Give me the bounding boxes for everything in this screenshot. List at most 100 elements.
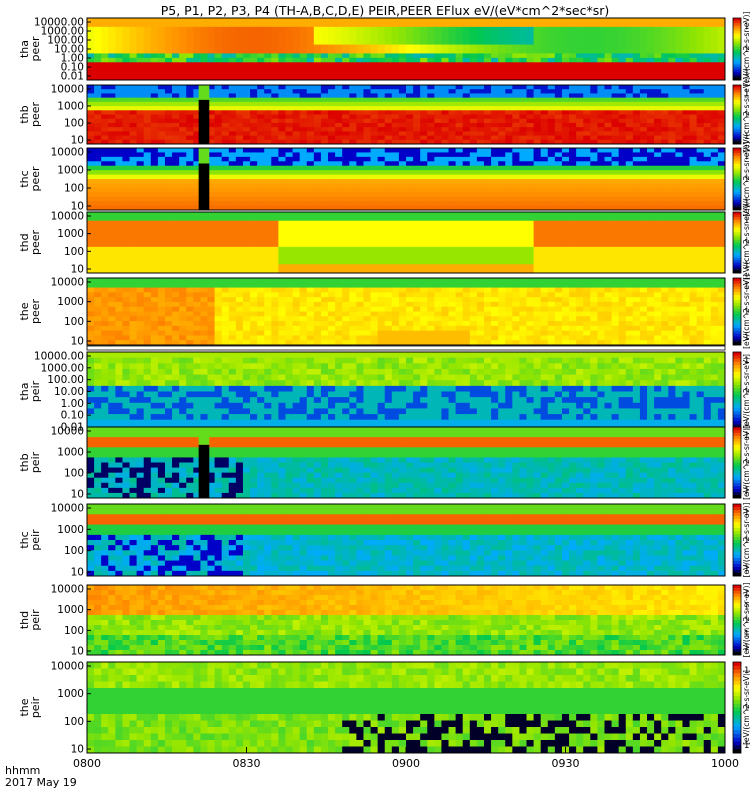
heatmap-cell [469, 251, 478, 256]
heatmap-cell [285, 49, 293, 54]
heatmap-cell [455, 44, 464, 50]
heatmap-cell [320, 122, 329, 128]
heatmap-cell [108, 97, 116, 103]
heatmap-cell [427, 44, 435, 50]
heatmap-cell [200, 255, 208, 261]
heatmap-cell [533, 152, 542, 158]
heatmap-cell [611, 131, 620, 136]
heatmap-cell [547, 251, 556, 256]
heatmap-cell [228, 192, 237, 198]
heatmap-cell [193, 233, 201, 239]
heatmap-cell [384, 97, 393, 103]
heatmap-cell [122, 97, 130, 103]
heatmap-cell [618, 174, 627, 180]
heatmap-cell [157, 225, 166, 230]
heatmap-cell [221, 187, 230, 193]
heatmap-cell [157, 165, 166, 171]
heatmap-cell [682, 192, 690, 198]
heatmap-cell [264, 139, 272, 145]
heatmap-cell [391, 148, 400, 153]
heatmap-cell [384, 26, 393, 32]
heatmap-cell [561, 53, 570, 59]
heatmap-cell [654, 62, 662, 68]
heatmap-cell [285, 196, 293, 202]
heatmap-cell [250, 122, 258, 128]
heatmap-cell [157, 40, 166, 45]
heatmap-cell [94, 205, 102, 211]
heatmap-cell [363, 233, 371, 239]
heatmap-cell [547, 192, 556, 198]
heatmap-cell [228, 114, 237, 120]
heatmap-cell [498, 242, 506, 248]
heatmap-cell [476, 89, 485, 94]
heatmap-cell [491, 127, 499, 132]
heatmap-cell [264, 127, 272, 132]
heatmap-cell [576, 62, 584, 68]
heatmap-cell [441, 139, 449, 145]
heatmap-cell [235, 246, 244, 252]
heatmap-cell [533, 201, 542, 206]
heatmap-cell [483, 242, 492, 248]
colorbar-segment [733, 61, 741, 65]
heatmap-cell [498, 148, 506, 153]
heatmap-cell [349, 268, 357, 274]
heatmap-cell [398, 62, 407, 68]
heatmap-cell [328, 165, 336, 171]
heatmap-cell [164, 161, 173, 167]
heatmap-cell [441, 220, 449, 226]
heatmap-cell [561, 139, 570, 145]
heatmap-cell [313, 259, 322, 265]
heatmap-cell [462, 229, 471, 235]
heatmap-cell [434, 251, 442, 256]
heatmap-cell [512, 212, 520, 217]
heatmap-cell [250, 216, 258, 222]
heatmap-cell [455, 18, 464, 23]
heatmap-cell [476, 251, 485, 256]
heatmap-cell [250, 97, 258, 103]
heatmap-cell [377, 101, 386, 107]
heatmap-cell [576, 238, 584, 243]
heatmap-cell [186, 161, 194, 167]
heatmap-cell [108, 101, 116, 107]
heatmap-cell [476, 93, 485, 99]
heatmap-cell [313, 225, 322, 230]
heatmap-cell [172, 148, 180, 153]
heatmap-cell [285, 135, 293, 141]
heatmap-cell [476, 156, 485, 162]
heatmap-cell [668, 165, 676, 171]
heatmap-cell [576, 135, 584, 141]
heatmap-cell [271, 93, 279, 99]
heatmap-cell [448, 264, 457, 270]
heatmap-cell [242, 205, 251, 211]
heatmap-cell [682, 53, 690, 59]
heatmap-cell [157, 57, 166, 63]
heatmap-cell [143, 75, 152, 81]
heatmap-cell [661, 101, 669, 107]
heatmap-cell [101, 205, 109, 211]
heatmap-cell [257, 57, 265, 63]
heatmap-cell [335, 31, 343, 37]
heatmap-cell [221, 229, 230, 235]
heatmap-cell [115, 62, 123, 68]
heatmap-cell [292, 152, 301, 158]
heatmap-cell [384, 66, 393, 72]
heatmap-cell [398, 156, 407, 162]
heatmap-cell [94, 66, 102, 72]
heatmap-cell [143, 127, 152, 132]
heatmap-cell [590, 122, 598, 128]
heatmap-cell [554, 75, 563, 81]
heatmap-cell [172, 238, 180, 243]
heatmap-cell [675, 152, 683, 158]
heatmap-cell [710, 85, 719, 90]
heatmap-cell [434, 229, 442, 235]
heatmap-cell [108, 57, 116, 63]
heatmap-cell [136, 179, 145, 184]
heatmap-cell [654, 93, 662, 99]
heatmap-cell [448, 127, 457, 132]
heatmap-cell [469, 233, 478, 239]
heatmap-cell [101, 49, 109, 54]
heatmap-cell [441, 255, 449, 261]
heatmap-cell [228, 131, 237, 136]
heatmap-cell [150, 118, 159, 124]
heatmap-cell [583, 66, 591, 72]
